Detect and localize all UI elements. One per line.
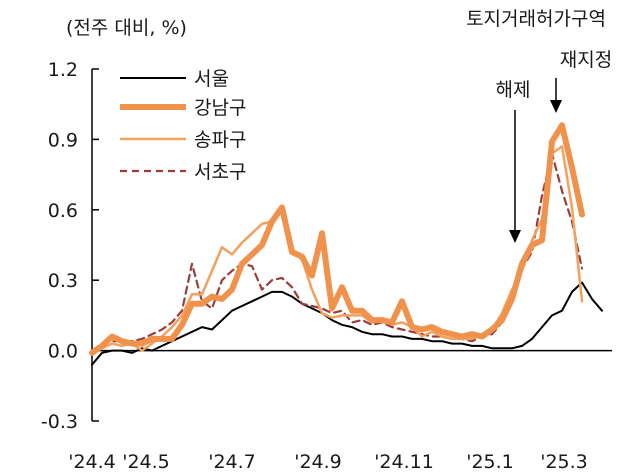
y-tick-label: 0.3	[48, 270, 78, 292]
x-tick-label: '24.7	[208, 451, 256, 473]
y-tick-label: 0.9	[48, 129, 78, 151]
legend-label-2: 송파구	[194, 129, 246, 151]
legend-label-0: 서울	[194, 68, 229, 90]
x-tick-label: '25.3	[540, 451, 588, 473]
legend-label-1: 강남구	[194, 97, 246, 119]
series-line-0	[91, 281, 603, 366]
annotation-label-release: 해제	[496, 79, 531, 101]
x-tick-label: '24.9	[294, 451, 342, 473]
unit-label: (전주 대비, %)	[66, 17, 187, 39]
series-line-2	[90, 145, 584, 352]
x-tick-label: '24.5	[122, 451, 170, 473]
y-tick-label: 0.6	[48, 200, 78, 222]
x-tick-label: '24.11	[374, 451, 434, 473]
y-tick-label: 0.0	[48, 341, 78, 363]
annotation-label-zone: 토지거래허가구역	[466, 8, 606, 30]
legend-label-3: 서초구	[194, 161, 246, 183]
annotation-arrowhead-redesignation	[550, 100, 562, 113]
annotation-label-redesignation: 재지정	[560, 49, 612, 71]
series-lines	[89, 122, 603, 366]
series-line-1	[89, 122, 585, 356]
series-line-3	[90, 152, 584, 352]
y-tick-label: 1.2	[48, 59, 78, 81]
x-tick-label: '25.1	[466, 451, 514, 473]
annotation-arrowhead-release	[509, 230, 521, 243]
x-tick-label: '24.4	[68, 451, 116, 473]
axes: (전주 대비, %) 1.2 0.9 0.6 0.3 0.0 -0.3 '24.4 '24.5 '…	[41, 17, 612, 473]
y-tick-label: -0.3	[41, 411, 78, 433]
